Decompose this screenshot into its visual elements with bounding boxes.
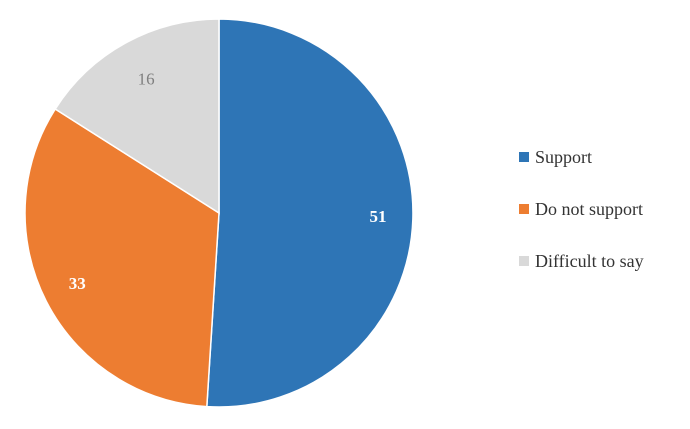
- pie-slice-support: [206, 18, 414, 408]
- legend-swatch-do-not-support: [519, 204, 529, 214]
- legend-item-support: Support: [519, 145, 644, 169]
- pie-slices: [24, 18, 414, 408]
- data-label-difficult-to-say: 16: [138, 69, 155, 88]
- legend: Support Do not support Difficult to say: [519, 145, 644, 301]
- legend-label-support: Support: [535, 146, 593, 167]
- pie-data-labels: 51 33 16: [69, 69, 387, 293]
- legend-swatch-difficult-to-say: [519, 256, 529, 266]
- legend-label-difficult-to-say: Difficult to say: [535, 250, 644, 271]
- pie-slice-do-not-support: [24, 108, 220, 408]
- data-label-do-not-support: 33: [69, 274, 86, 293]
- legend-item-difficult-to-say: Difficult to say: [519, 249, 644, 273]
- data-label-support: 51: [370, 207, 387, 226]
- pie-slice-difficult-to-say: [54, 18, 220, 215]
- legend-swatch-support: [519, 152, 529, 162]
- legend-label-do-not-support: Do not support: [535, 198, 643, 219]
- legend-item-do-not-support: Do not support: [519, 197, 644, 221]
